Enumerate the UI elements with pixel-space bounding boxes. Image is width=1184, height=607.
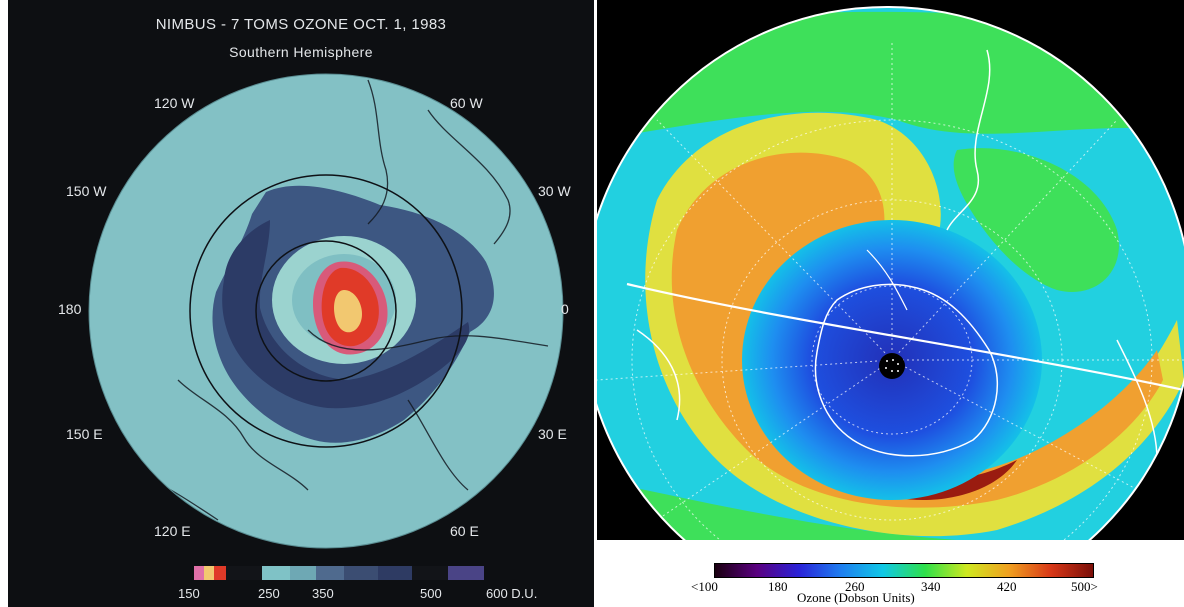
legend-swatch [194, 566, 204, 580]
legend-swatch [412, 566, 448, 580]
antarctica-coastline [814, 283, 999, 457]
colorbar-tick-260: 260 [845, 579, 865, 594]
longitude-label-150e: 150 E [66, 426, 103, 442]
colorbar-title: Ozone (Dobson Units) [797, 590, 915, 605]
colorbar-tick-180: 180 [768, 579, 788, 594]
longitude-label-30w: 30 W [538, 183, 571, 199]
legend-swatch [262, 566, 290, 580]
longitude-label-60e: 60 E [450, 523, 479, 539]
legend-swatch [448, 566, 484, 580]
equator-line [626, 282, 1184, 392]
legend-swatch [290, 566, 316, 580]
longitude-label-60w: 60 W [450, 95, 483, 111]
longitude-label-180: 180 [58, 301, 82, 317]
colorbar-tick-420: 420 [997, 579, 1017, 594]
legend-swatch [226, 566, 262, 580]
pole-data-gap [879, 353, 905, 379]
legend-swatch [214, 566, 226, 580]
dobson-unit-legend [194, 566, 484, 580]
colorbar-tick-100: <100 [691, 579, 718, 594]
legend-swatch [378, 566, 412, 580]
legend-swatch [316, 566, 344, 580]
high-ozone-band [222, 220, 470, 409]
longitude-label-120e: 120 E [154, 523, 191, 539]
legend-tick-150: 150 [178, 586, 200, 601]
left-map-subtitle: Southern Hemisphere [229, 44, 373, 60]
space-background [597, 0, 1184, 540]
latitude-circle-inner [255, 240, 397, 382]
left-map-title: NIMBUS - 7 TOMS OZONE OCT. 1, 1983 [155, 16, 447, 33]
ozone-colorbar [714, 563, 1094, 578]
globe-outline [597, 6, 1184, 540]
legend-tick-600: 600 D.U. [486, 586, 538, 601]
antarctic-ozone-globe [597, 6, 1184, 540]
legend-tick-350: 350 [312, 586, 334, 601]
legend-swatch [204, 566, 214, 580]
longitude-label-30e: 30 E [538, 426, 567, 442]
colorbar-tick-340: 340 [921, 579, 941, 594]
southern-hemisphere-ozone-map [88, 73, 564, 549]
longitude-label-120w: 120 W [154, 95, 195, 111]
legend-tick-250: 250 [258, 586, 280, 601]
legend-tick-500: 500 [420, 586, 442, 601]
legend-swatch [344, 566, 378, 580]
toms-1983-map-panel: NIMBUS - 7 TOMS OZONE OCT. 1, 1983 South… [8, 0, 594, 607]
latitude-circle-outer [189, 174, 463, 448]
longitude-label-150w: 150 W [66, 183, 107, 199]
ozone-globe-panel: <100 180 260 340 420 500> Ozone (Dobson … [597, 0, 1184, 607]
ozone-hole-core [334, 290, 362, 333]
colorbar-tick-500: 500> [1071, 579, 1098, 594]
longitude-label-0: 0 [561, 301, 569, 317]
